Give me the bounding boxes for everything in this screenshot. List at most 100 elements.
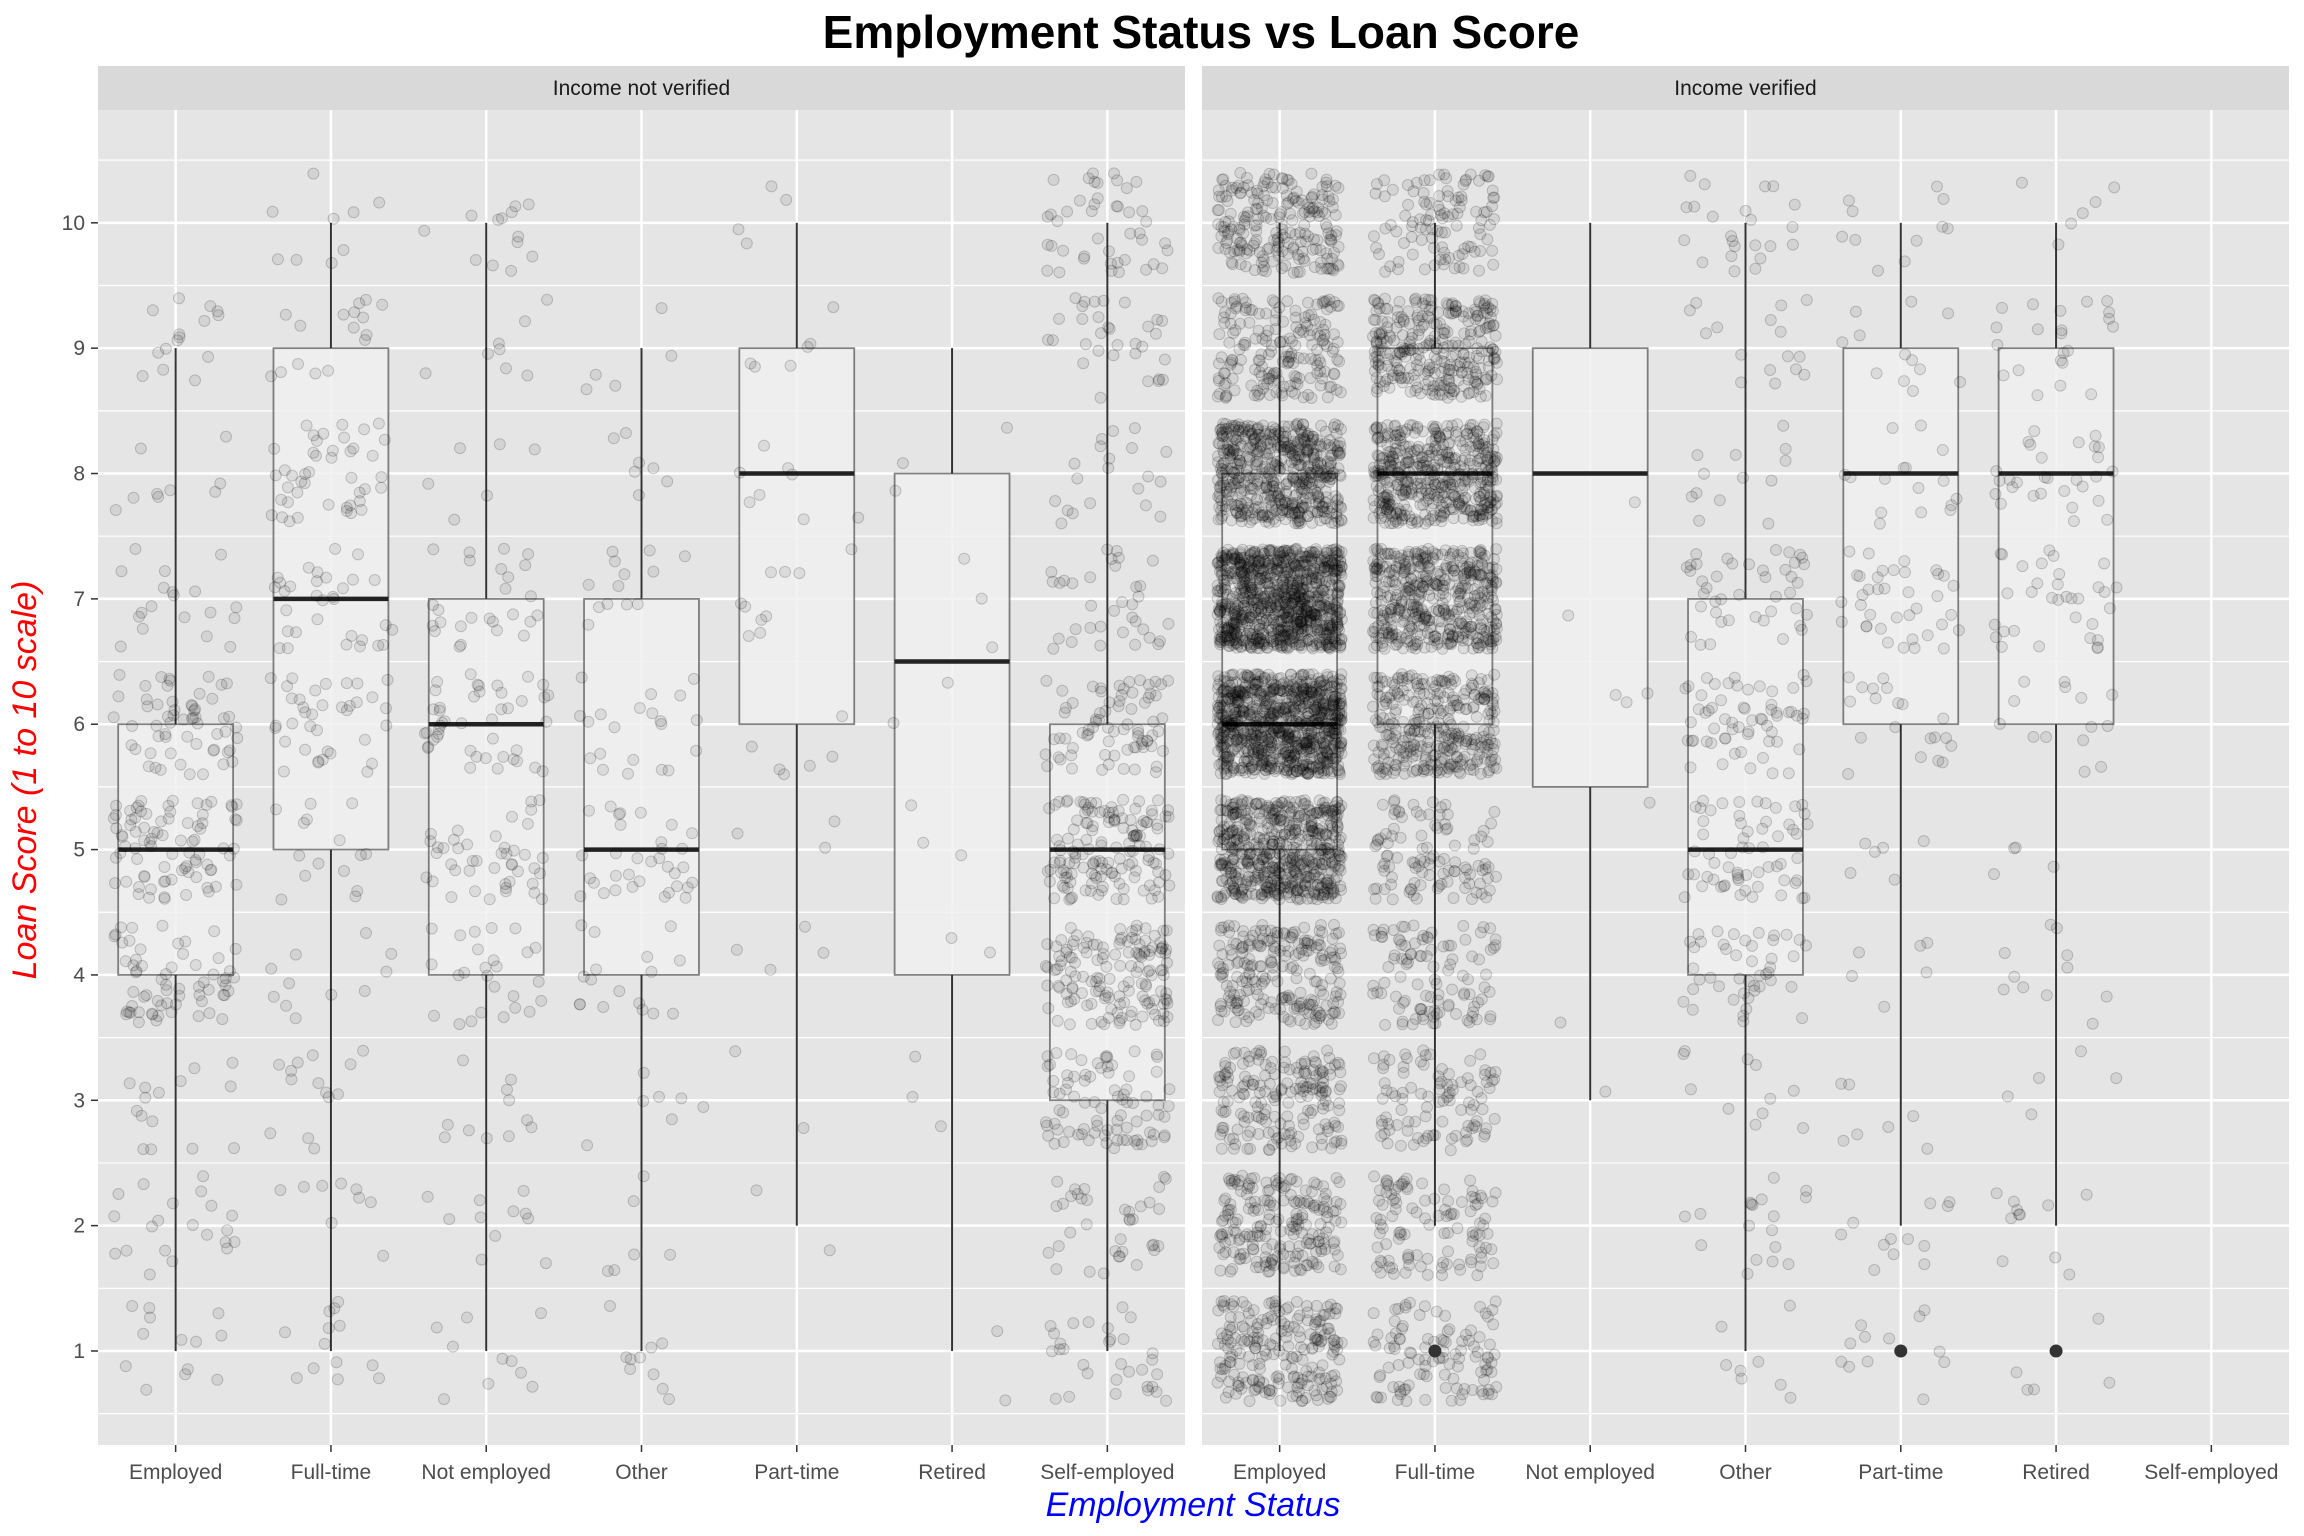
data-point <box>1143 945 1156 957</box>
data-point <box>337 308 350 321</box>
data-point <box>427 703 440 716</box>
data-point <box>501 1083 513 1096</box>
data-point <box>470 750 483 763</box>
data-point <box>306 708 319 721</box>
data-point <box>664 1248 677 1261</box>
data-point <box>219 979 232 992</box>
data-point <box>1042 1246 1055 1259</box>
data-point <box>220 430 232 443</box>
data-point <box>608 1264 621 1277</box>
data-point <box>613 985 626 998</box>
data-point <box>1211 1376 1224 1389</box>
data-point <box>1065 867 1078 880</box>
data-point <box>750 1184 763 1197</box>
data-point <box>489 830 502 843</box>
data-point <box>434 719 447 732</box>
data-point <box>191 717 204 730</box>
data-point <box>173 328 186 341</box>
data-point <box>1145 740 1158 753</box>
data-point <box>1113 877 1126 890</box>
data-point <box>1123 206 1136 219</box>
data-point <box>1079 1068 1092 1081</box>
data-point <box>500 847 513 860</box>
data-point <box>1105 866 1118 879</box>
data-point <box>1090 797 1103 809</box>
data-point <box>115 565 128 578</box>
data-point <box>1042 333 1054 346</box>
data-point <box>526 877 539 890</box>
data-point <box>155 999 168 1012</box>
data-point <box>1109 1387 1122 1400</box>
data-point <box>432 604 445 616</box>
data-point <box>179 935 192 948</box>
data-point <box>583 804 595 817</box>
data-point <box>1118 296 1131 309</box>
data-point <box>1277 1194 1290 1207</box>
data-point <box>143 1302 156 1314</box>
data-point <box>140 989 153 1002</box>
data-point <box>729 1045 742 1058</box>
data-point <box>1082 728 1095 741</box>
data-point <box>1127 1097 1139 1109</box>
data-point <box>209 485 222 498</box>
data-point <box>1306 1104 1319 1116</box>
data-point <box>432 723 445 736</box>
data-point <box>192 1010 205 1023</box>
data-point <box>1334 864 1347 877</box>
data-point <box>507 1205 520 1218</box>
data-point <box>291 486 304 499</box>
data-point <box>142 760 155 773</box>
data-point <box>677 861 690 874</box>
data-point <box>1113 852 1126 865</box>
data-point <box>588 926 601 938</box>
data-point <box>743 496 756 509</box>
data-point <box>316 753 329 766</box>
data-point <box>836 710 849 723</box>
data-point <box>1216 1121 1229 1134</box>
data-point <box>665 1113 678 1126</box>
data-point <box>223 849 236 862</box>
data-point <box>1239 339 1252 352</box>
data-point <box>594 708 607 721</box>
data-point <box>1128 1045 1141 1058</box>
data-point <box>135 606 148 619</box>
data-point <box>1142 965 1155 978</box>
data-point <box>138 990 151 1003</box>
data-point <box>529 941 542 954</box>
data-point <box>299 869 312 882</box>
data-point <box>280 604 293 617</box>
data-point <box>201 858 214 871</box>
data-point <box>609 884 622 897</box>
data-point <box>1297 1118 1310 1131</box>
data-point <box>202 350 215 363</box>
data-point <box>1091 1057 1104 1070</box>
data-point <box>826 750 839 763</box>
data-point <box>229 942 242 955</box>
data-point <box>1160 1394 1173 1407</box>
data-point <box>491 624 503 637</box>
data-point <box>438 715 451 728</box>
data-point <box>1213 1085 1226 1098</box>
data-point <box>1048 892 1061 905</box>
data-point <box>525 795 538 808</box>
data-point <box>448 513 461 526</box>
data-point <box>575 919 588 932</box>
data-point <box>1088 295 1101 308</box>
data-point <box>177 713 190 726</box>
data-point <box>285 1073 298 1086</box>
data-point <box>360 927 372 939</box>
data-point <box>647 1007 660 1020</box>
data-point <box>322 1091 335 1104</box>
data-point <box>327 593 340 605</box>
data-point <box>793 567 806 580</box>
data-point <box>175 1333 188 1346</box>
data-point <box>328 1302 341 1315</box>
data-point <box>1117 762 1130 775</box>
data-point <box>486 259 499 272</box>
data-point <box>190 738 203 750</box>
data-point <box>1145 1135 1158 1148</box>
data-point <box>173 331 186 344</box>
data-point <box>1153 1203 1166 1215</box>
data-point <box>1102 1322 1114 1335</box>
